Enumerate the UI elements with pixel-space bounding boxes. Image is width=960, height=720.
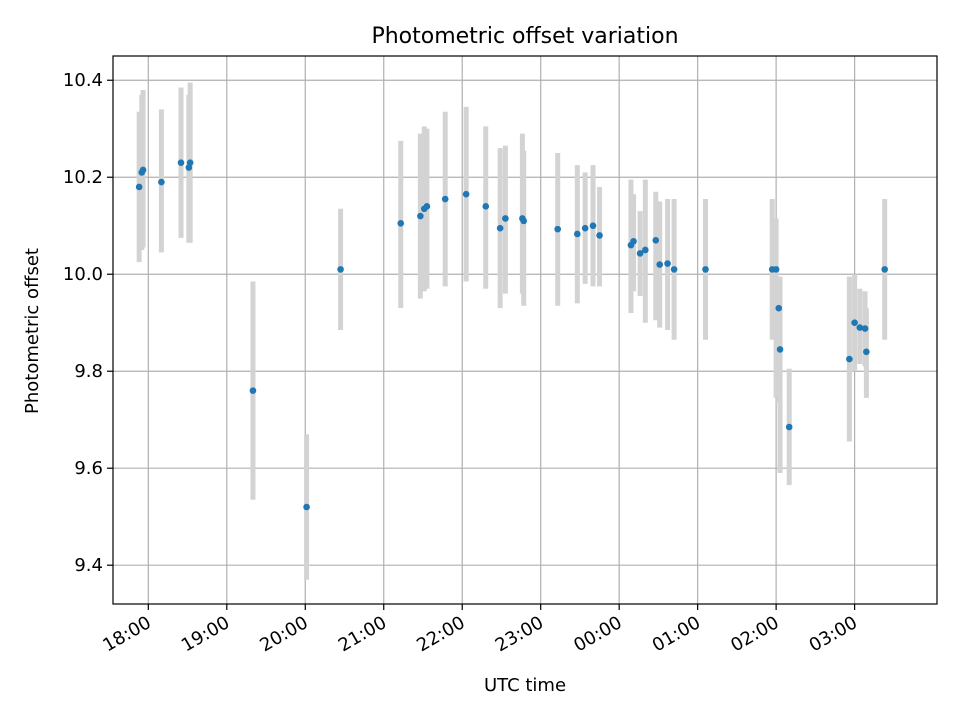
data-point [158,178,165,186]
data-point [656,261,664,268]
data-point [642,246,649,254]
data-point [139,166,147,174]
data-point [589,222,597,230]
data-point [581,224,589,232]
data-point [636,250,644,257]
y-tick-label: 10.2 [63,167,103,188]
y-tick-label: 9.4 [74,555,103,576]
chart-title: Photometric offset variation [371,24,678,49]
data-point [776,346,784,353]
data-point [249,387,257,394]
y-tick-label: 10.4 [63,70,103,91]
data-point [772,266,780,273]
data-point [482,203,490,210]
data-point [881,266,888,273]
data-point [135,183,143,191]
data-point [574,230,581,238]
data-point [337,266,344,273]
plot-area-frame [112,55,938,605]
data-point [397,220,405,227]
data-point [856,324,864,331]
data-point [863,348,870,356]
y-axis-label: Photometric offset [22,248,43,414]
data-point [441,195,449,203]
data-point [652,236,660,244]
data-point [596,232,603,239]
data-point [417,212,424,220]
data-point [554,225,561,233]
data-point [851,319,858,327]
data-point [861,325,869,332]
data-point [423,203,431,210]
data-point [186,159,194,166]
data-point [664,260,671,267]
data-point [177,159,185,166]
data-point [702,266,709,273]
data-point [630,237,637,245]
data-point [846,355,853,363]
data-point [502,215,509,222]
data-point [496,224,504,232]
data-point [462,190,470,198]
y-tick-label: 10.0 [63,264,103,285]
x-axis-label: UTC time [484,675,566,696]
data-points [135,159,888,511]
data-point [785,423,793,431]
y-axis-ticks: 9.4 9.6 9.8 10.0 10.2 10.4 [63,70,113,576]
y-tick-label: 9.6 [74,458,103,479]
y-tick-label: 9.8 [74,361,103,382]
data-point [670,266,678,273]
data-point [303,503,310,511]
data-point [520,217,527,225]
data-point [775,304,783,312]
